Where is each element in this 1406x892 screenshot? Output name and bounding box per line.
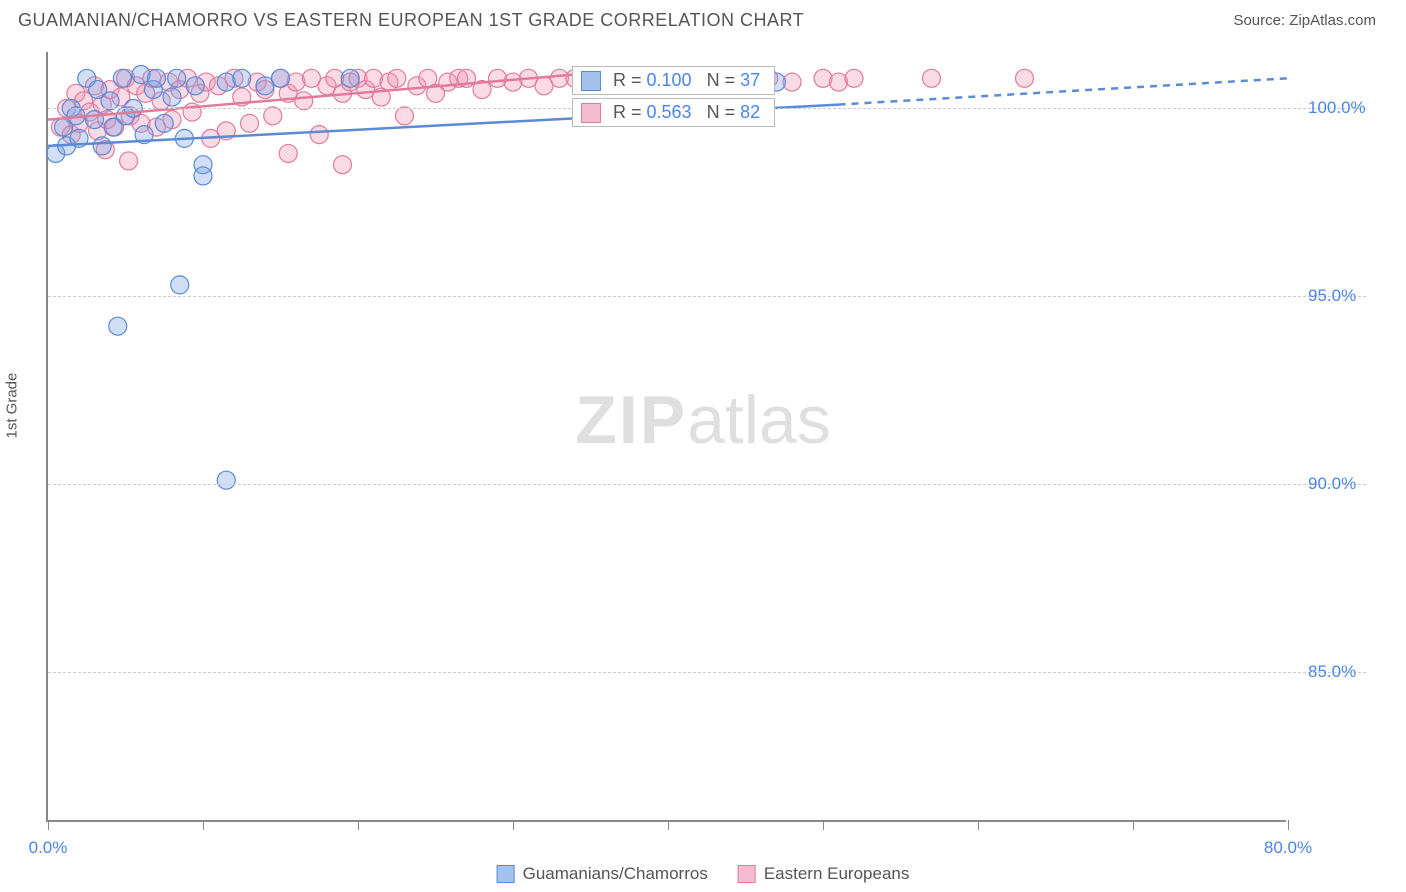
x-tick: [1288, 820, 1289, 830]
y-tick-label: 95.0%: [1308, 286, 1356, 306]
data-point: [86, 111, 104, 129]
data-point: [923, 69, 941, 87]
stats-swatch: [581, 103, 601, 123]
data-point: [101, 92, 119, 110]
legend-swatch-series1: [497, 865, 515, 883]
data-point: [93, 137, 111, 155]
x-tick: [513, 820, 514, 830]
chart-plot-area: 100.0%95.0%90.0%85.0%0.0%80.0%R = 0.100 …: [46, 52, 1286, 822]
y-tick-label: 85.0%: [1308, 662, 1356, 682]
y-axis-label: 1st Grade: [4, 373, 21, 439]
x-tick: [1133, 820, 1134, 830]
stats-swatch: [581, 71, 601, 91]
stats-box: R = 0.100 N = 37: [572, 66, 775, 95]
x-tick: [203, 820, 204, 830]
x-tick: [823, 820, 824, 830]
stats-box: R = 0.563 N = 82: [572, 98, 775, 127]
x-tick: [668, 820, 669, 830]
data-point: [341, 69, 359, 87]
data-point: [194, 167, 212, 185]
data-point: [171, 276, 189, 294]
data-point: [113, 69, 131, 87]
data-point: [295, 92, 313, 110]
data-point: [264, 107, 282, 125]
data-point: [120, 152, 138, 170]
legend: Guamanians/Chamorros Eastern Europeans: [497, 864, 910, 884]
data-point: [272, 69, 290, 87]
legend-label-series1: Guamanians/Chamorros: [523, 864, 708, 884]
data-point: [148, 69, 166, 87]
stats-text: R = 0.563 N = 82: [613, 102, 760, 123]
x-tick: [978, 820, 979, 830]
data-point: [155, 114, 173, 132]
gridline: [48, 484, 1366, 485]
gridline: [48, 296, 1366, 297]
y-tick-label: 90.0%: [1308, 474, 1356, 494]
scatter-svg: [48, 52, 1288, 822]
data-point: [186, 77, 204, 95]
data-point: [163, 88, 181, 106]
data-point: [845, 69, 863, 87]
data-point: [233, 69, 251, 87]
data-point: [279, 144, 297, 162]
legend-item-series2: Eastern Europeans: [738, 864, 910, 884]
x-tick: [48, 820, 49, 830]
data-point: [334, 156, 352, 174]
legend-item-series1: Guamanians/Chamorros: [497, 864, 708, 884]
x-tick-label: 80.0%: [1264, 838, 1312, 858]
gridline: [48, 672, 1366, 673]
chart-title: GUAMANIAN/CHAMORRO VS EASTERN EUROPEAN 1…: [18, 10, 804, 31]
data-point: [396, 107, 414, 125]
data-point: [217, 471, 235, 489]
legend-swatch-series2: [738, 865, 756, 883]
stats-text: R = 0.100 N = 37: [613, 70, 760, 91]
data-point: [241, 114, 259, 132]
data-point: [109, 317, 127, 335]
legend-label-series2: Eastern Europeans: [764, 864, 910, 884]
x-tick-label: 0.0%: [29, 838, 68, 858]
data-point: [1016, 69, 1034, 87]
x-tick: [358, 820, 359, 830]
data-point: [310, 126, 328, 144]
data-point: [388, 69, 406, 87]
data-point: [168, 69, 186, 87]
source-label: Source: ZipAtlas.com: [1233, 12, 1376, 29]
y-tick-label: 100.0%: [1308, 98, 1366, 118]
trend-line: [839, 78, 1289, 104]
